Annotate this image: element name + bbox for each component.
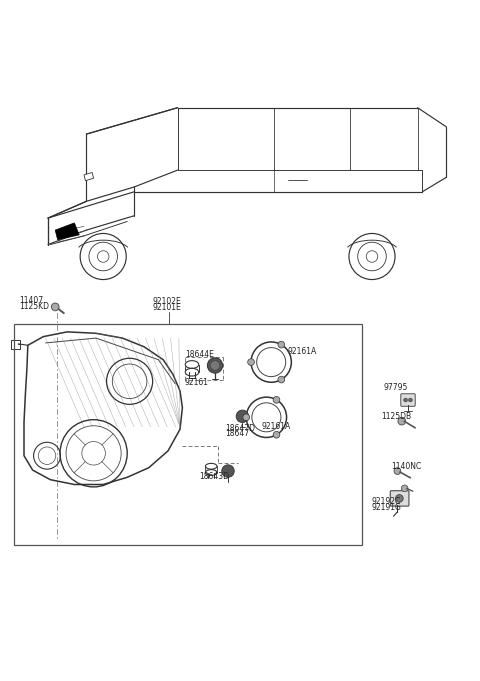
Bar: [11, 340, 20, 349]
Polygon shape: [84, 172, 94, 180]
Text: 1125KD: 1125KD: [19, 302, 49, 311]
Text: 92192C: 92192C: [372, 497, 401, 506]
Circle shape: [273, 396, 280, 403]
Circle shape: [207, 358, 223, 373]
Text: 18647: 18647: [226, 430, 250, 439]
Circle shape: [248, 359, 254, 366]
Circle shape: [401, 485, 408, 492]
Text: 92161A: 92161A: [262, 422, 291, 431]
Text: 1125DB: 1125DB: [382, 411, 412, 421]
Circle shape: [408, 398, 412, 402]
Text: 1140NC: 1140NC: [391, 462, 421, 471]
Circle shape: [243, 414, 250, 421]
Text: 18647D: 18647D: [226, 424, 255, 432]
Circle shape: [210, 361, 220, 370]
Text: 92161A: 92161A: [288, 347, 317, 356]
FancyBboxPatch shape: [401, 394, 415, 407]
Text: 97795: 97795: [384, 383, 408, 392]
Circle shape: [394, 468, 401, 475]
Text: 18644E: 18644E: [185, 350, 214, 359]
Circle shape: [398, 417, 406, 425]
Text: 18643D: 18643D: [199, 472, 229, 481]
Circle shape: [51, 303, 59, 311]
FancyBboxPatch shape: [390, 491, 409, 506]
Circle shape: [404, 398, 408, 402]
Text: 92161: 92161: [185, 378, 209, 387]
Circle shape: [273, 431, 280, 438]
Bar: [14, 323, 362, 545]
Circle shape: [222, 465, 234, 477]
Circle shape: [396, 494, 403, 503]
Text: 92191G: 92191G: [372, 503, 402, 512]
Text: 92101E: 92101E: [153, 303, 181, 312]
Polygon shape: [55, 223, 79, 240]
Text: 11407: 11407: [19, 296, 43, 306]
Text: 92102E: 92102E: [153, 298, 181, 306]
Circle shape: [236, 410, 249, 423]
Circle shape: [278, 376, 285, 383]
Circle shape: [278, 341, 285, 348]
